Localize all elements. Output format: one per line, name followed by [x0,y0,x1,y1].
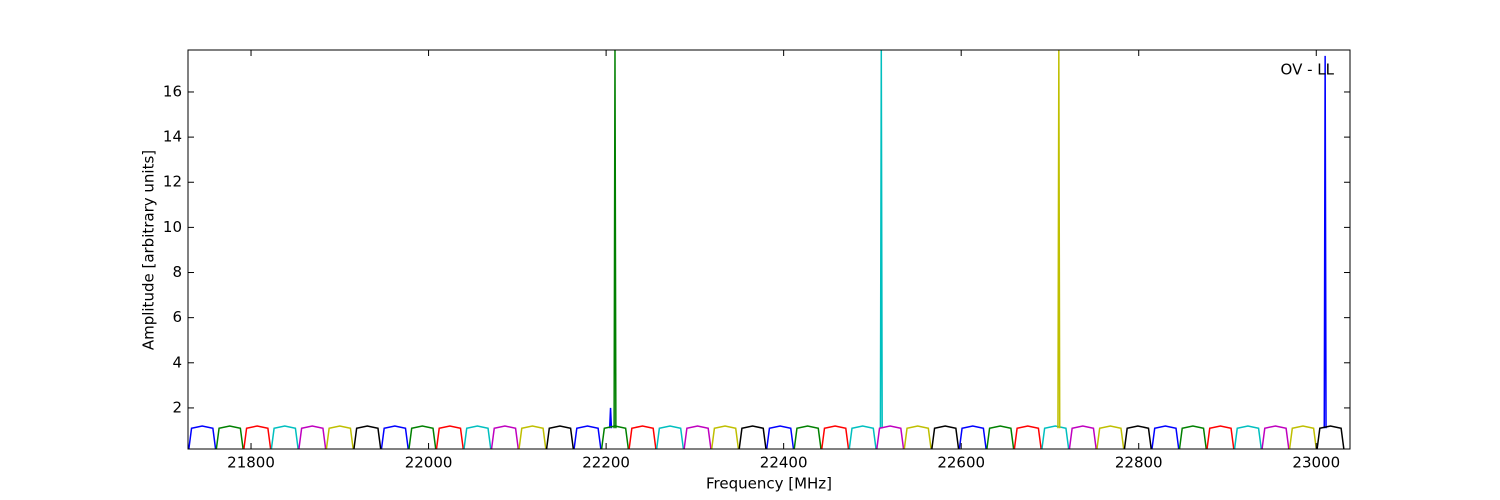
y-tick-label: 6 [172,308,182,326]
spectrum-line [353,425,1345,449]
y-tick-label: 14 [163,128,182,146]
y-tick-label: 8 [172,263,182,281]
spectrum-line [325,50,1318,449]
spectrum-line [188,55,1327,449]
spectrum-line [215,50,1207,449]
y-axis-label: Amplitude [arbitrary units] [140,150,158,350]
x-tick-label: 22200 [582,454,630,472]
spectrum-line [243,425,1235,449]
x-tick-label: 22600 [937,454,985,472]
y-tick-label: 2 [172,398,182,416]
x-tick-label: 22000 [405,454,453,472]
spectrum-line [270,50,1262,449]
y-tick-label: 4 [172,353,182,371]
y-tick-label: 12 [163,173,182,191]
spectrum-line [298,425,1290,449]
x-tick-label: 22400 [760,454,808,472]
plot-lines [188,50,1345,449]
y-tick-label: 16 [163,82,182,100]
plot-frame [187,49,1351,450]
x-tick-label: 22800 [1115,454,1163,472]
y-tick-label: 10 [163,218,182,236]
x-axis-label: Frequency [MHz] [706,475,832,493]
x-tick-label: 21800 [227,454,275,472]
annotation: OV - LL [1281,61,1335,79]
x-tick-label: 23000 [1292,454,1340,472]
